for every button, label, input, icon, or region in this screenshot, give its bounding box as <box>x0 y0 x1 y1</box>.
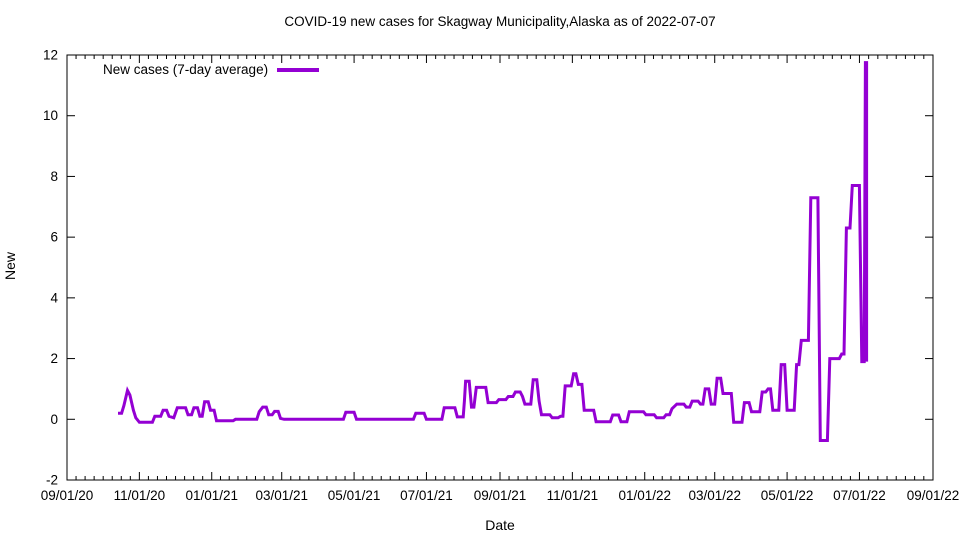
legend-label: New cases (7-day average) <box>103 62 269 77</box>
y-axis-label: New <box>2 252 18 281</box>
y-tick-label: 6 <box>50 230 58 245</box>
x-axis-label: Date <box>485 517 515 533</box>
x-tick-label: 05/01/22 <box>761 488 814 503</box>
x-tick-label: 01/01/21 <box>185 488 238 503</box>
x-tick-label: 07/01/22 <box>833 488 886 503</box>
x-tick-label: 11/01/21 <box>547 488 599 503</box>
x-tick-label: 07/01/21 <box>400 488 453 503</box>
legend: New cases (7-day average) <box>103 62 320 77</box>
x-tick-label: 09/01/21 <box>474 488 527 503</box>
y-tick-label: -2 <box>46 473 58 488</box>
x-tick-label: 01/01/22 <box>618 488 671 503</box>
data-line <box>118 61 869 442</box>
y-tick-label: 0 <box>50 412 58 427</box>
y-tick-label: 8 <box>50 169 58 184</box>
x-tick-label: 05/01/21 <box>328 488 381 503</box>
y-tick-label: 12 <box>43 48 58 63</box>
y-tick-label: 10 <box>43 108 58 123</box>
x-tick-label: 03/01/22 <box>688 488 741 503</box>
x-tick-label: 03/01/21 <box>255 488 308 503</box>
x-tick-label: 09/01/22 <box>907 488 960 503</box>
legend-line-sample <box>277 67 320 72</box>
x-tick-label: 09/01/20 <box>41 488 94 503</box>
y-tick-label: 2 <box>50 351 58 366</box>
plot-border <box>66 54 934 481</box>
y-tick-label: 4 <box>50 290 58 305</box>
x-tick-label: 11/01/20 <box>114 488 166 503</box>
chart-title: COVID-19 new cases for Skagway Municipal… <box>284 14 716 29</box>
